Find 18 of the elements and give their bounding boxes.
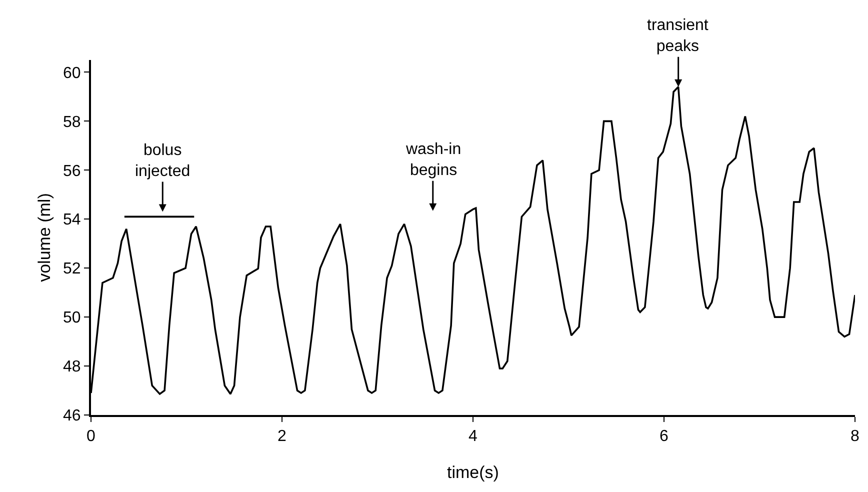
y-tick-label: 54 [63, 212, 81, 229]
y-axis-title: volume (ml) [35, 193, 54, 282]
x-tick-label: 4 [468, 428, 478, 446]
x-tick-label: 2 [278, 428, 287, 446]
x-tick-label: 0 [86, 428, 96, 446]
y-tick-label: 52 [63, 260, 81, 278]
y-tick-label: 48 [63, 358, 81, 376]
y-tick-label: 50 [63, 310, 81, 327]
y-tick-label: 60 [63, 64, 81, 82]
x-axis-title: time(s) [447, 463, 499, 482]
y-tick-label: 58 [63, 114, 81, 131]
annotation: bolus injected [135, 142, 190, 180]
annotation: transient peaks [647, 17, 709, 55]
y-tick-label: 46 [63, 408, 81, 425]
annotation: wash-in begins [405, 141, 462, 179]
x-tick-label: 8 [850, 428, 860, 446]
x-tick-label: 6 [660, 428, 669, 446]
y-tick-label: 56 [63, 162, 81, 180]
